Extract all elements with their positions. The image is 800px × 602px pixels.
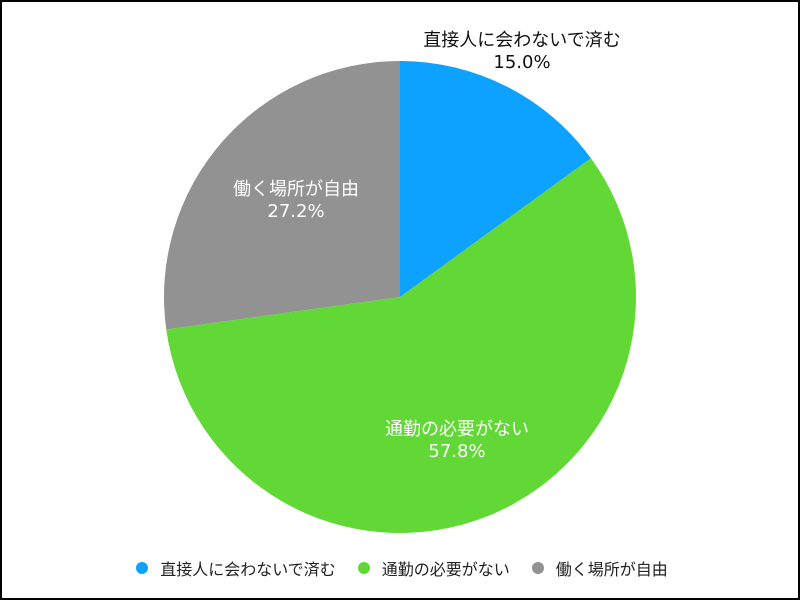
pie-slice-2: [164, 61, 400, 330]
pie-slice-0: [400, 61, 591, 297]
legend-swatch-0: [136, 562, 149, 574]
legend-label-0: 直接人に会わないで済む: [160, 560, 336, 579]
legend-label-2: 働く場所が自由: [555, 560, 668, 579]
legend-item-1: 通勤の必要がない: [357, 556, 510, 580]
pie-slices: [164, 61, 636, 533]
legend-swatch-1: [357, 562, 370, 574]
slice-value-0: 15.0%: [493, 52, 550, 73]
legend-item-0: 直接人に会わないで済む: [136, 556, 336, 580]
slice-value-2: 27.2%: [267, 201, 324, 222]
legend-swatch-2: [531, 562, 544, 574]
slice-value-1: 57.8%: [428, 441, 485, 462]
pie-slice-1: [166, 158, 636, 533]
slice-label-0: 直接人に会わないで済む: [423, 30, 620, 51]
legend: 直接人に会わないで済む 通勤の必要がない 働く場所が自由: [2, 556, 800, 580]
slice-label-2: 働く場所が自由: [233, 179, 359, 200]
slice-label-1: 通勤の必要がない: [385, 419, 529, 440]
legend-label-1: 通勤の必要がない: [381, 560, 510, 579]
legend-item-2: 働く場所が自由: [531, 556, 668, 580]
